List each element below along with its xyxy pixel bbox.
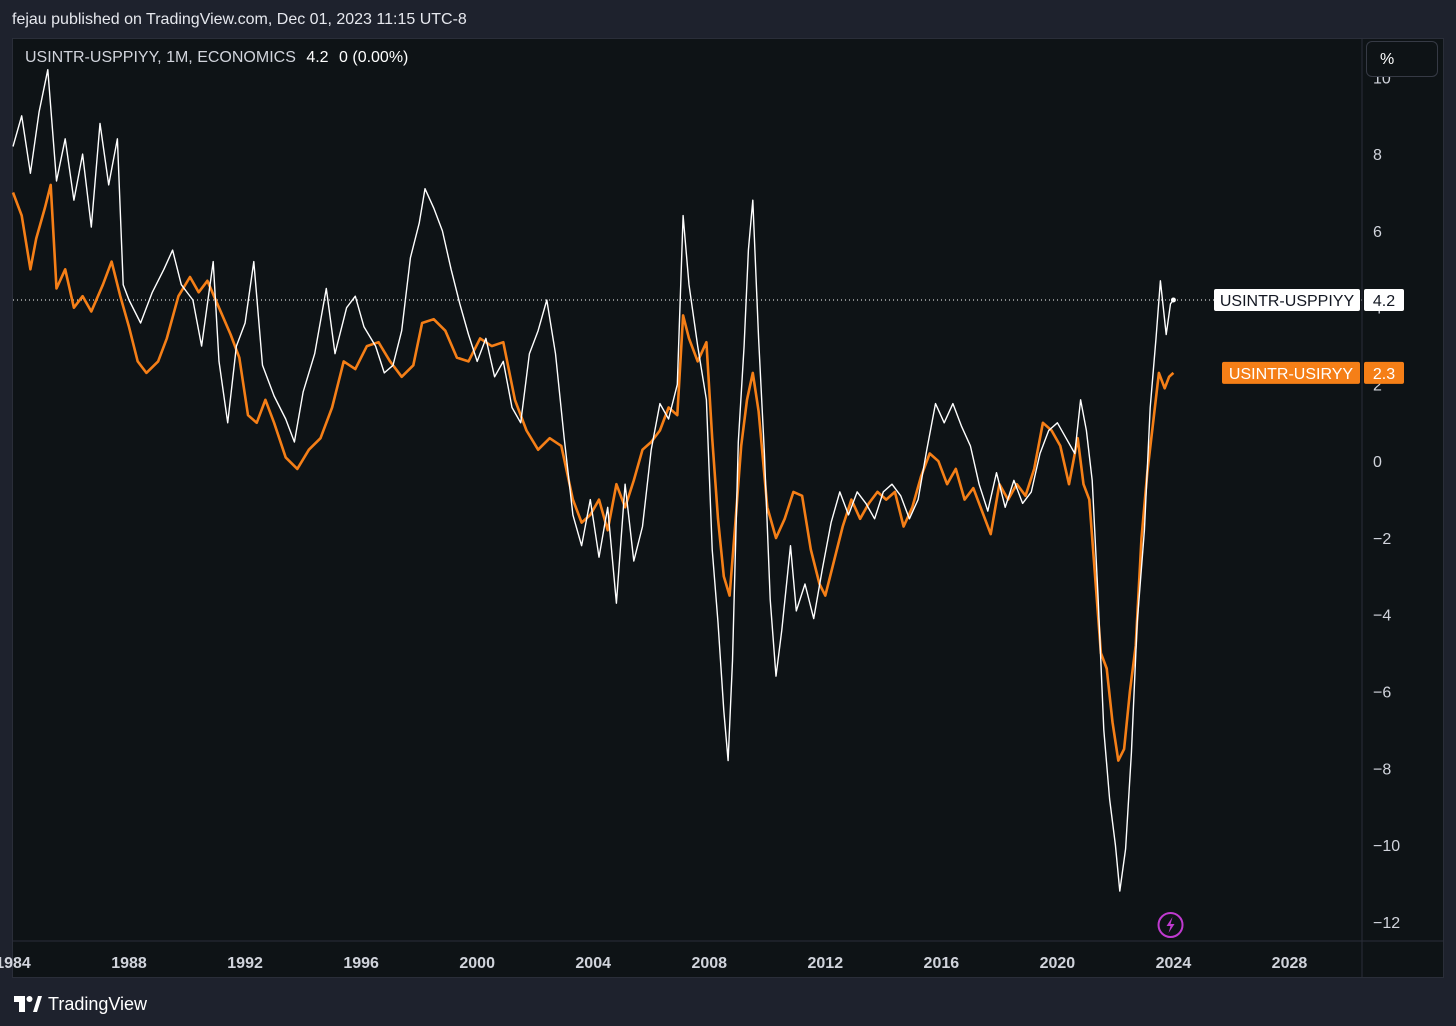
lightning-icon[interactable] (1157, 912, 1184, 938)
publisher-bar: fejau published on TradingView.com, Dec … (0, 0, 1456, 38)
series-line-USINTR-USPPIYY[interactable] (12, 69, 1174, 892)
symbol-name[interactable]: USINTR-USPPIYY, 1M, ECONOMICS (25, 49, 296, 66)
series-value-tag (1364, 289, 1404, 312)
tradingview-logo-icon (14, 996, 42, 1012)
y-tick-label: 0 (1373, 454, 1382, 471)
y-tick-label: −8 (1373, 761, 1391, 778)
y-tick-label: −2 (1373, 531, 1391, 548)
symbol-legend: USINTR-USPPIYY, 1M, ECONOMICS 4.2 0 (0.0… (25, 49, 408, 67)
x-tick-label: 2016 (924, 955, 960, 972)
series-value-tag (1364, 361, 1404, 384)
series-name-label: USINTR-USPPIYY (1220, 293, 1355, 310)
x-tick-label: 1992 (227, 955, 263, 972)
last-value-labels: USINTR-USPPIYY 4.2 USINTR-USIRYY 2.3 (1157, 289, 1404, 938)
x-tick-label: 2020 (1040, 955, 1076, 972)
y-tick-label: −4 (1373, 608, 1391, 625)
x-tick-label: 2024 (1156, 955, 1192, 972)
series-layer (11, 69, 1362, 892)
x-tick-label: 2004 (575, 955, 611, 972)
x-axis: 1984 1988 1992 1996 2000 2004 2008 2012 2016 2020… (0, 940, 1443, 972)
y-tick-label: 2 (1373, 377, 1382, 394)
y-tick-label: −10 (1373, 838, 1400, 855)
series-end-point (1170, 297, 1176, 303)
x-tick-label: 1988 (111, 955, 147, 972)
y-axis: 1086420−2−4−6−8−10−12 (1361, 39, 1400, 977)
y-tick-label: 6 (1373, 224, 1382, 241)
series-tag-USINTR-USIRYY: USINTR-USIRYY 2.3 (1222, 361, 1404, 384)
x-tick-label: 1996 (343, 955, 379, 972)
chart-pane[interactable] (12, 38, 1444, 978)
x-tick-label: 2028 (1272, 955, 1308, 972)
x-tick-label: 1984 (0, 955, 31, 972)
x-tick-label: 2012 (808, 955, 844, 972)
series-name-tag (1222, 361, 1360, 384)
y-tick-label: −12 (1373, 915, 1400, 932)
x-tick-label: 2000 (459, 955, 495, 972)
series-line-USINTR-USIRYY[interactable] (11, 183, 1175, 762)
y-tick-label: 8 (1373, 147, 1382, 164)
percent-scale-button[interactable]: % (1366, 41, 1438, 77)
series-value-label: 2.3 (1373, 366, 1395, 383)
brand-name: TradingView (48, 993, 148, 1014)
change-value: 0 (0.00%) (339, 49, 409, 66)
series-tag-USINTR-USPPIYY: USINTR-USPPIYY 4.2 (1214, 289, 1404, 312)
series-value-label: 4.2 (1373, 293, 1395, 310)
series-name-label: USINTR-USIRYY (1229, 366, 1353, 383)
x-tick-label: 2008 (691, 955, 727, 972)
y-tick-label: −6 (1373, 685, 1391, 702)
series-name-tag (1214, 289, 1360, 312)
tradingview-logo[interactable]: TradingView (14, 993, 147, 1015)
last-value: 4.2 (306, 49, 329, 66)
footer-bar (0, 980, 1456, 1026)
publisher-text: fejau published on TradingView.com, Dec … (12, 11, 467, 28)
